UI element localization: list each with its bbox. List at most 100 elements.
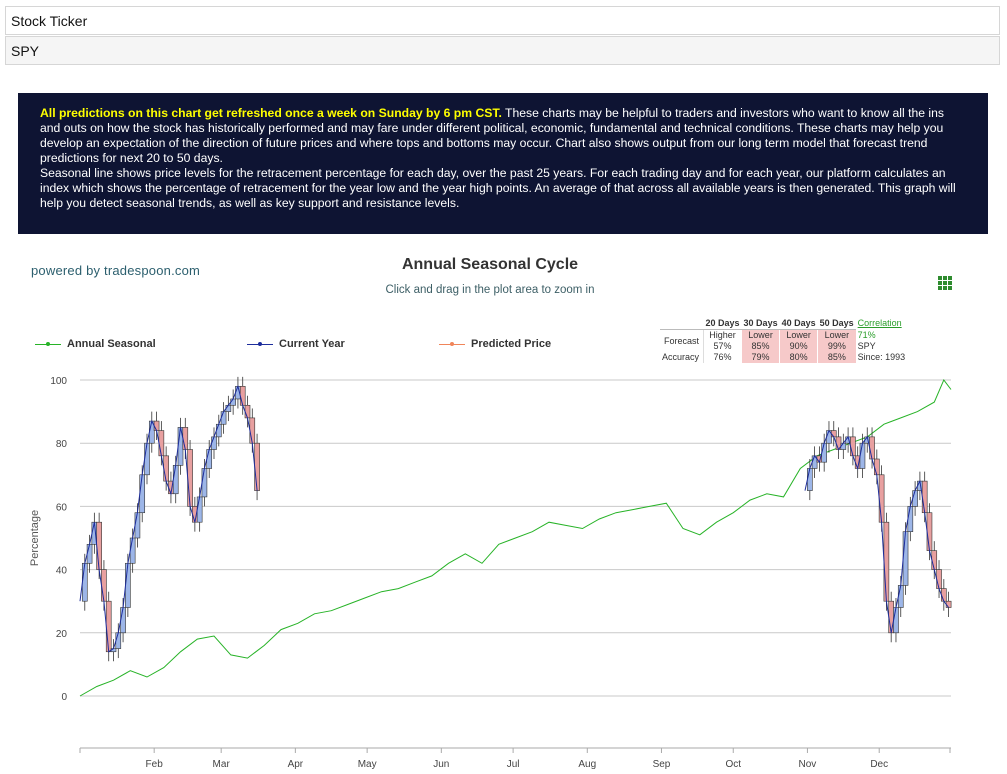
candle-current — [120, 607, 126, 634]
candle-current — [144, 442, 150, 476]
candle-current — [249, 417, 256, 444]
candle-current — [163, 455, 169, 482]
y-tick-label: 60 — [56, 502, 68, 513]
legend-annual-seasonal[interactable]: Annual Seasonal — [35, 338, 156, 350]
candle-current — [105, 600, 112, 653]
candle-current — [158, 430, 165, 457]
forecast-label: Forecast — [664, 335, 700, 346]
candle-prior — [897, 585, 904, 608]
x-tick-label: Apr — [288, 759, 304, 770]
candle-current — [101, 569, 107, 602]
accuracy-cell-30: 79% — [741, 352, 780, 363]
candle-prior — [945, 600, 952, 608]
candle-prior — [893, 607, 899, 634]
ticker-label: Stock Ticker — [5, 6, 1000, 35]
since-label: Since: 1993 — [857, 352, 906, 362]
candle-current — [182, 427, 189, 450]
info-text-2: Seasonal line shows price levels for the… — [40, 166, 956, 210]
candle-current — [125, 562, 131, 608]
header-50-days: 50 Days — [817, 317, 856, 330]
ticker-input[interactable]: SPY — [5, 36, 1000, 65]
chart-title: Annual Seasonal Cycle — [401, 256, 579, 273]
candle-current — [196, 496, 203, 523]
candle-prior — [878, 474, 885, 523]
info-panel: All predictions on this chart get refres… — [18, 93, 988, 234]
correlation-value: 71% — [857, 329, 876, 340]
x-tick-label: Nov — [799, 759, 817, 770]
x-tick-label: Dec — [870, 759, 888, 770]
header-20-days: 20 Days — [703, 317, 742, 330]
x-tick-label: Mar — [213, 759, 231, 770]
annual-seasonal-line — [79, 379, 952, 697]
x-tick-label: Oct — [725, 759, 741, 770]
current-year-prior-line — [804, 429, 949, 633]
legend-label: Annual Seasonal — [67, 338, 156, 350]
candle-current — [96, 521, 102, 570]
accuracy-cell-20: 76% — [703, 352, 742, 363]
candle-prior — [931, 550, 938, 570]
legend-label: Current Year — [279, 338, 345, 350]
x-tick-label: Jun — [433, 759, 449, 770]
candle-current — [177, 427, 184, 466]
candle-prior — [883, 521, 890, 602]
candle-prior — [850, 436, 856, 457]
x-tick-label: Sep — [653, 759, 671, 770]
candle-current — [153, 420, 160, 431]
candle-prior — [921, 480, 928, 514]
candle-current — [239, 386, 246, 406]
forecast-table: 20 Days 30 Days 40 Days 50 Days Correlat… — [660, 317, 907, 363]
candle-current — [139, 474, 146, 514]
candle-current — [86, 544, 93, 564]
symbol: SPY — [857, 340, 876, 351]
candle-current — [211, 436, 217, 450]
y-tick-label: 100 — [50, 376, 67, 387]
y-tick-label: 20 — [56, 629, 68, 640]
candle-prior — [936, 569, 942, 589]
candle-prior — [888, 600, 894, 634]
x-tick-label: Aug — [578, 759, 596, 770]
candle-current — [172, 465, 179, 495]
candle-prior — [874, 458, 880, 476]
header-30-days: 30 Days — [741, 317, 780, 330]
candle-prior — [859, 442, 866, 469]
y-tick-label: 40 — [56, 566, 68, 577]
info-highlight: All predictions on this chart get refres… — [40, 106, 502, 120]
candle-current — [134, 512, 141, 539]
candle-prior — [840, 442, 847, 450]
candle-prior — [807, 468, 813, 491]
info-text-1: These charts may be helpful to traders a… — [40, 106, 945, 165]
x-tick-label: Feb — [146, 759, 164, 770]
accuracy-cell-40: 80% — [779, 352, 818, 363]
candle-current — [206, 449, 213, 469]
chart-subtitle: Click and drag in the plot area to zoom … — [385, 284, 595, 296]
x-tick-label: Jul — [507, 759, 520, 770]
candle-current — [201, 468, 208, 498]
forecast-cell-20: Higher 57% — [703, 329, 742, 352]
candle-current — [220, 411, 227, 425]
candle-prior — [902, 531, 909, 586]
forecast-cell-40: Lower 90% — [779, 329, 818, 352]
candle-current — [129, 537, 136, 564]
candle-prior — [907, 506, 914, 532]
candle-current — [215, 423, 222, 438]
legend-current-year[interactable]: Current Year — [247, 338, 345, 350]
powered-by[interactable]: powered by tradespoon.com — [31, 263, 201, 278]
y-tick-label: 0 — [61, 692, 67, 703]
candle-current — [115, 632, 122, 649]
legend-label: Predicted Price — [471, 338, 552, 350]
accuracy-label: Accuracy — [662, 352, 700, 362]
candle-current — [244, 404, 251, 419]
candle-current — [254, 442, 260, 491]
forecast-cell-30: Lower 85% — [741, 329, 780, 352]
y-axis-label: Percentage — [29, 510, 41, 566]
candle-current — [81, 562, 88, 602]
candle-current — [187, 449, 193, 507]
grid-menu-icon[interactable] — [938, 276, 952, 290]
correlation-link[interactable]: Correlation — [857, 317, 902, 328]
candle-prior — [926, 512, 933, 551]
current-year-line — [79, 384, 258, 653]
candle-prior — [821, 442, 827, 463]
legend-predicted-price[interactable]: Predicted Price — [439, 338, 551, 350]
y-tick-label: 80 — [56, 439, 68, 450]
